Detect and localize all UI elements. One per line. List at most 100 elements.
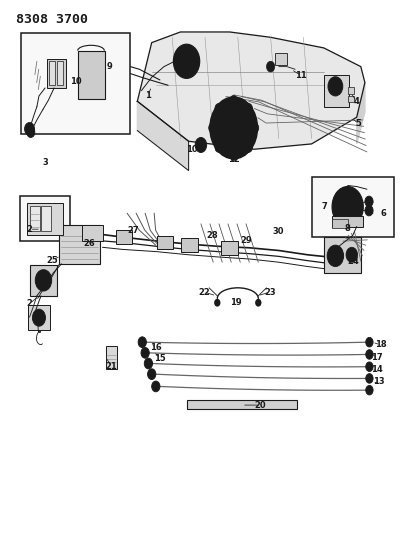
Circle shape: [214, 300, 219, 306]
Bar: [49, 61, 55, 85]
Text: 3: 3: [42, 158, 48, 167]
Text: 28: 28: [206, 231, 218, 240]
Text: 2: 2: [27, 300, 32, 308]
Bar: [347, 87, 353, 94]
Bar: [78, 51, 104, 99]
Bar: [106, 346, 117, 369]
Circle shape: [365, 385, 372, 395]
Text: 4: 4: [353, 97, 359, 106]
Text: 29: 29: [240, 237, 251, 245]
Text: 7: 7: [320, 203, 326, 211]
Text: 18: 18: [374, 341, 385, 349]
Circle shape: [251, 123, 258, 133]
Text: 9: 9: [107, 62, 112, 71]
Circle shape: [195, 138, 206, 152]
Bar: [181, 238, 197, 252]
Circle shape: [209, 97, 257, 159]
Circle shape: [245, 143, 252, 152]
Bar: [156, 236, 173, 249]
Text: 19: 19: [229, 298, 241, 307]
Text: 10: 10: [70, 77, 81, 85]
Bar: [41, 206, 51, 231]
Text: 5: 5: [355, 119, 361, 128]
Text: 12: 12: [227, 156, 239, 164]
Circle shape: [25, 123, 34, 135]
Text: 15: 15: [154, 354, 165, 362]
Circle shape: [327, 77, 342, 96]
Circle shape: [27, 127, 35, 138]
Text: 1: 1: [173, 60, 179, 68]
Circle shape: [365, 337, 372, 347]
Circle shape: [266, 61, 274, 72]
Circle shape: [255, 300, 260, 306]
Circle shape: [364, 196, 372, 207]
Circle shape: [338, 195, 356, 219]
Text: 6: 6: [380, 209, 385, 217]
Circle shape: [173, 44, 199, 78]
Bar: [28, 305, 50, 330]
Circle shape: [179, 52, 193, 71]
Circle shape: [39, 275, 47, 286]
Bar: [20, 196, 70, 241]
Text: 30: 30: [272, 228, 283, 236]
Circle shape: [331, 187, 362, 227]
Polygon shape: [137, 101, 188, 171]
Text: 2: 2: [27, 225, 32, 233]
Bar: [274, 53, 286, 65]
Text: 20: 20: [254, 401, 265, 409]
Circle shape: [326, 245, 343, 266]
Circle shape: [147, 369, 155, 379]
Circle shape: [365, 362, 372, 372]
Bar: [21, 33, 130, 134]
Text: 22: 22: [198, 288, 209, 296]
Circle shape: [208, 123, 216, 133]
Circle shape: [214, 143, 222, 152]
Bar: [29, 206, 40, 231]
Text: 8308 3700: 8308 3700: [16, 13, 88, 26]
Circle shape: [144, 358, 152, 369]
Bar: [27, 203, 63, 235]
Text: 8: 8: [344, 224, 350, 232]
Polygon shape: [137, 32, 364, 149]
Text: 1: 1: [144, 92, 150, 100]
Circle shape: [32, 309, 45, 326]
Bar: [347, 96, 353, 102]
Text: 25: 25: [47, 256, 58, 264]
Bar: [221, 241, 237, 255]
Circle shape: [138, 337, 146, 348]
Bar: [331, 219, 347, 228]
Bar: [331, 216, 362, 227]
Text: 21: 21: [106, 362, 117, 371]
Text: 23: 23: [263, 288, 275, 296]
Circle shape: [245, 103, 252, 113]
Bar: [323, 237, 360, 273]
Text: 16: 16: [150, 343, 161, 352]
Bar: [186, 400, 297, 409]
Bar: [115, 230, 132, 244]
Polygon shape: [356, 83, 364, 144]
Circle shape: [226, 118, 240, 138]
Text: 11: 11: [295, 71, 306, 80]
Circle shape: [151, 381, 160, 392]
Text: 24: 24: [347, 257, 358, 265]
Circle shape: [364, 205, 372, 216]
Bar: [312, 177, 393, 237]
Circle shape: [229, 151, 237, 160]
Circle shape: [35, 270, 52, 291]
Bar: [82, 225, 103, 241]
Bar: [29, 265, 57, 296]
Bar: [47, 59, 65, 88]
Circle shape: [218, 108, 249, 148]
Text: 26: 26: [83, 239, 95, 248]
Text: 13: 13: [373, 377, 384, 385]
Circle shape: [345, 247, 357, 262]
Text: 14: 14: [371, 365, 382, 374]
Circle shape: [141, 348, 149, 358]
Bar: [323, 75, 348, 107]
Circle shape: [365, 374, 372, 383]
Text: 27: 27: [127, 226, 139, 235]
Bar: [56, 61, 63, 85]
Text: 17: 17: [371, 353, 382, 361]
Circle shape: [229, 95, 237, 105]
Circle shape: [214, 103, 222, 113]
